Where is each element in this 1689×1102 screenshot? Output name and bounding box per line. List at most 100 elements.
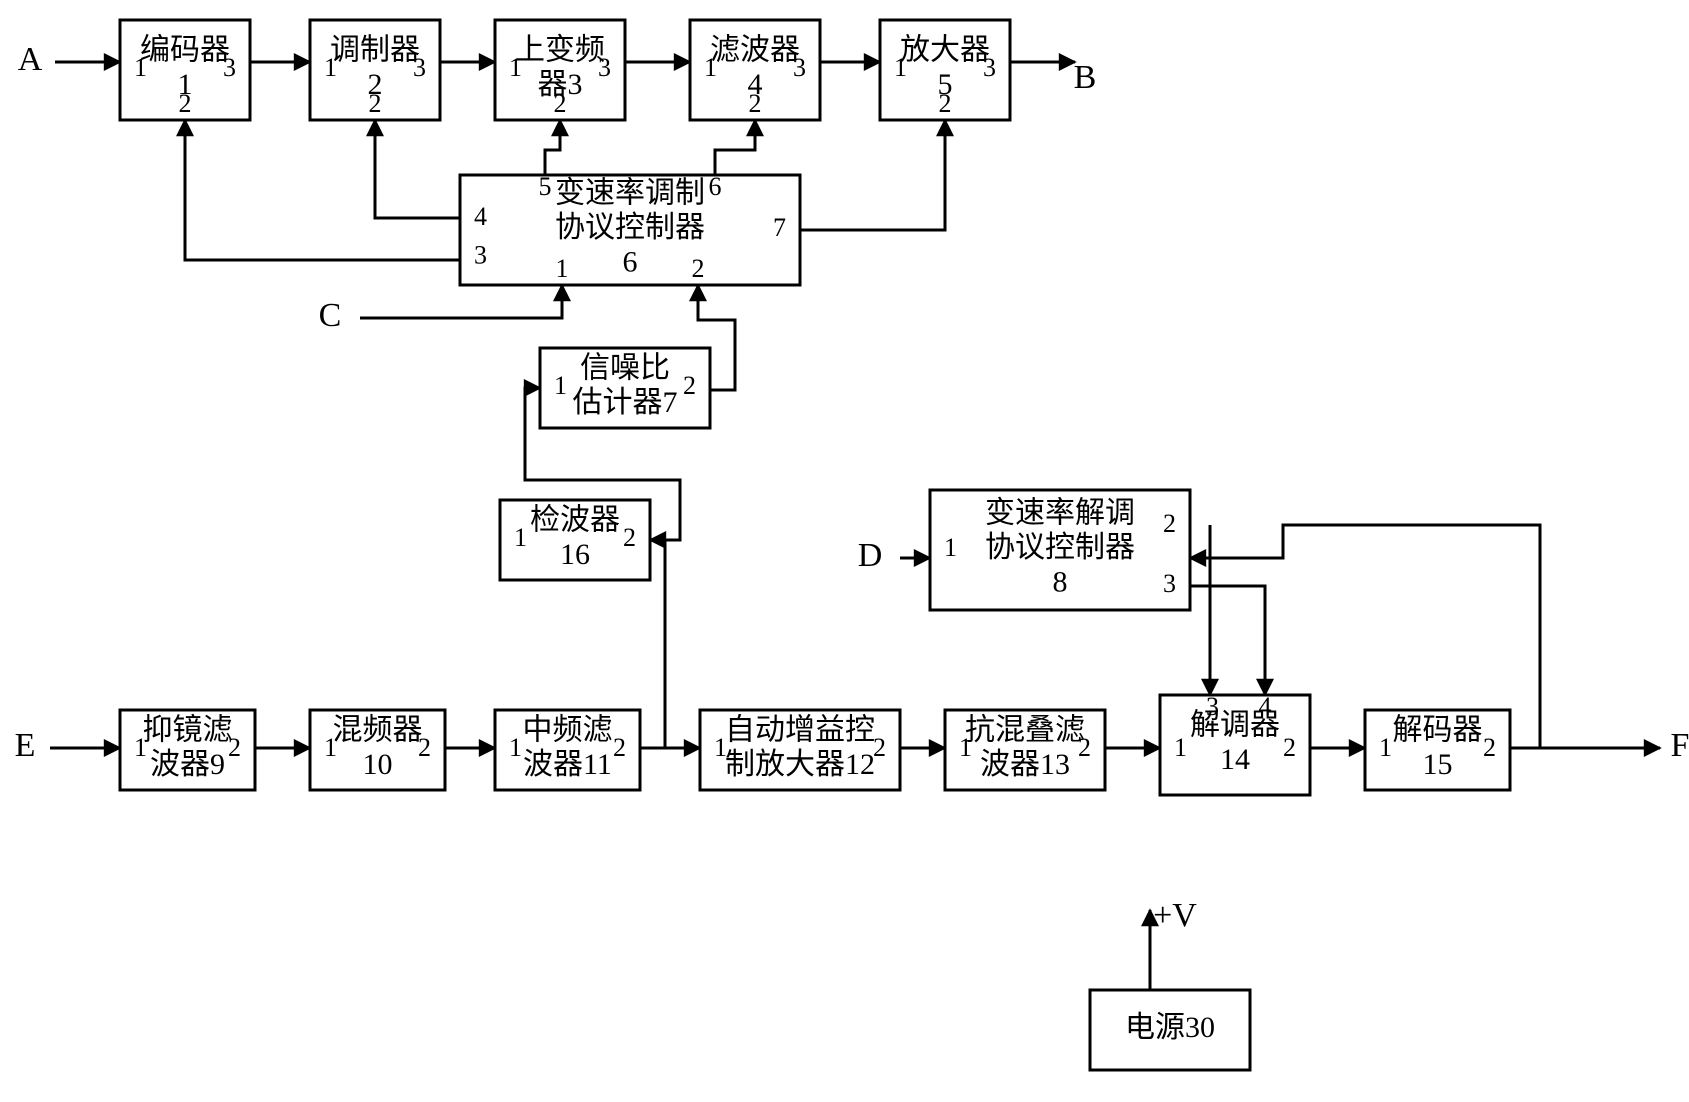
blocks: 编码器1132调制器2132上变频器3132滤波器4132放大器5132变速率调…	[120, 20, 1510, 1070]
block-title-line: 上变频	[515, 34, 605, 67]
block-title-line: 解码器	[1393, 714, 1483, 747]
svg-text:2: 2	[623, 523, 636, 552]
svg-text:2: 2	[418, 733, 431, 762]
block-title-line: 16	[560, 538, 590, 571]
block-n6: 变速率调制协议控制器65643712	[460, 172, 800, 285]
connector-9	[715, 120, 755, 175]
svg-text:2: 2	[369, 89, 382, 118]
connector-8	[545, 120, 560, 175]
svg-text:1: 1	[324, 53, 337, 82]
ext-label-F: F	[1671, 727, 1689, 764]
svg-text:1: 1	[134, 53, 147, 82]
block-n14: 解调器141234	[1160, 692, 1310, 795]
block-title-line: 波器11	[523, 748, 612, 781]
block-n16: 检波器16 1 2	[500, 500, 650, 580]
port-label: 1	[556, 254, 569, 283]
external-labels: ABCDEF+V	[15, 41, 1689, 934]
svg-text:1: 1	[514, 523, 527, 552]
block-title-line: 抗混叠滤	[965, 714, 1085, 747]
block-n12: 自动增益控制放大器121 2	[700, 710, 900, 790]
block-title-line: 波器9	[150, 748, 225, 781]
block-title-line: 信噪比	[580, 352, 670, 385]
block-title-line: 调制器	[330, 34, 420, 67]
svg-text:1: 1	[959, 733, 972, 762]
ext-label-D: D	[858, 537, 883, 574]
port-label: 1	[944, 533, 957, 562]
svg-text:1: 1	[554, 371, 567, 400]
port-label: 4	[1259, 692, 1272, 721]
block-title-line: 变速率调制	[555, 176, 705, 209]
block-title-line: 放大器	[900, 34, 990, 67]
ext-label-C: C	[319, 297, 342, 334]
block-n13: 抗混叠滤波器1312	[945, 710, 1105, 790]
svg-text:1: 1	[714, 733, 727, 762]
ext-label-B: B	[1074, 59, 1097, 96]
block-n11: 中频滤波器1112	[495, 710, 640, 790]
svg-text:1: 1	[134, 733, 147, 762]
svg-text:3: 3	[223, 53, 236, 82]
block-title-line: 混频器	[333, 714, 423, 747]
block-n9: 抑镜滤波器91 2	[120, 710, 255, 790]
block-title-line: 制放大器12	[725, 748, 875, 781]
block-title-line: 抑镜滤	[143, 714, 233, 747]
block-n15: 解码器15 1 2	[1365, 710, 1510, 790]
block-n30: 电源30	[1090, 990, 1250, 1070]
connector-22	[650, 540, 665, 748]
connector-25	[1190, 586, 1265, 695]
connector-6	[185, 120, 460, 260]
svg-text:1: 1	[509, 733, 522, 762]
svg-text:3: 3	[598, 53, 611, 82]
svg-text:3: 3	[413, 53, 426, 82]
block-title-line: 滤波器	[710, 34, 800, 67]
svg-text:3: 3	[983, 53, 996, 82]
svg-text:2: 2	[873, 733, 886, 762]
block-title-line: 变速率解调	[985, 496, 1135, 529]
block-n5: 放大器5132	[880, 20, 1010, 120]
block-title-line: 估计器7	[573, 386, 678, 419]
svg-text:2: 2	[554, 89, 567, 118]
port-label: 5	[539, 172, 552, 201]
port-label: 3	[474, 240, 487, 269]
port-label: 1	[1174, 733, 1187, 762]
svg-text:2: 2	[749, 89, 762, 118]
diagram-canvas: 编码器1132调制器2132上变频器3132滤波器4132放大器5132变速率调…	[0, 0, 1689, 1102]
port-label: 2	[1283, 733, 1296, 762]
port-label: 3	[1163, 569, 1176, 598]
ext-label-plusV: +V	[1153, 897, 1197, 934]
svg-text:2: 2	[1483, 733, 1496, 762]
port-label: 4	[474, 202, 487, 231]
block-title-line: 14	[1220, 743, 1250, 776]
block-n8: 变速率解调协议控制器8123	[930, 490, 1190, 610]
connector-11	[360, 285, 562, 318]
block-title-line: 检波器	[530, 504, 620, 537]
ext-label-A: A	[18, 41, 43, 78]
svg-text:3: 3	[793, 53, 806, 82]
svg-text:2: 2	[939, 89, 952, 118]
block-n10: 混频器10 1 2	[310, 710, 445, 790]
svg-text:2: 2	[1078, 733, 1091, 762]
svg-text:1: 1	[1379, 733, 1392, 762]
svg-text:2: 2	[228, 733, 241, 762]
connector-7	[375, 120, 460, 218]
block-title-line: 编码器	[140, 34, 230, 67]
svg-text:1: 1	[894, 53, 907, 82]
svg-text:1: 1	[704, 53, 717, 82]
svg-text:2: 2	[613, 733, 626, 762]
svg-text:2: 2	[179, 89, 192, 118]
svg-text:1: 1	[324, 733, 337, 762]
block-title-line: 10	[363, 748, 393, 781]
block-title-line: 自动增益控	[725, 714, 875, 747]
block-title-line: 15	[1423, 748, 1453, 781]
block-title-line: 协议控制器	[985, 531, 1135, 564]
svg-text:1: 1	[509, 53, 522, 82]
block-n3: 上变频器3132	[495, 20, 625, 120]
block-title-line: 8	[1053, 565, 1068, 598]
block-n4: 滤波器4132	[690, 20, 820, 120]
port-label: 2	[692, 254, 705, 283]
block-n7: 信噪比估计器712	[540, 348, 710, 428]
block-title-line: 电源30	[1125, 1011, 1215, 1044]
port-label: 6	[709, 172, 722, 201]
block-title-line: 协议控制器	[555, 211, 705, 244]
connector-10	[800, 120, 945, 230]
block-title-line: 6	[623, 245, 638, 278]
